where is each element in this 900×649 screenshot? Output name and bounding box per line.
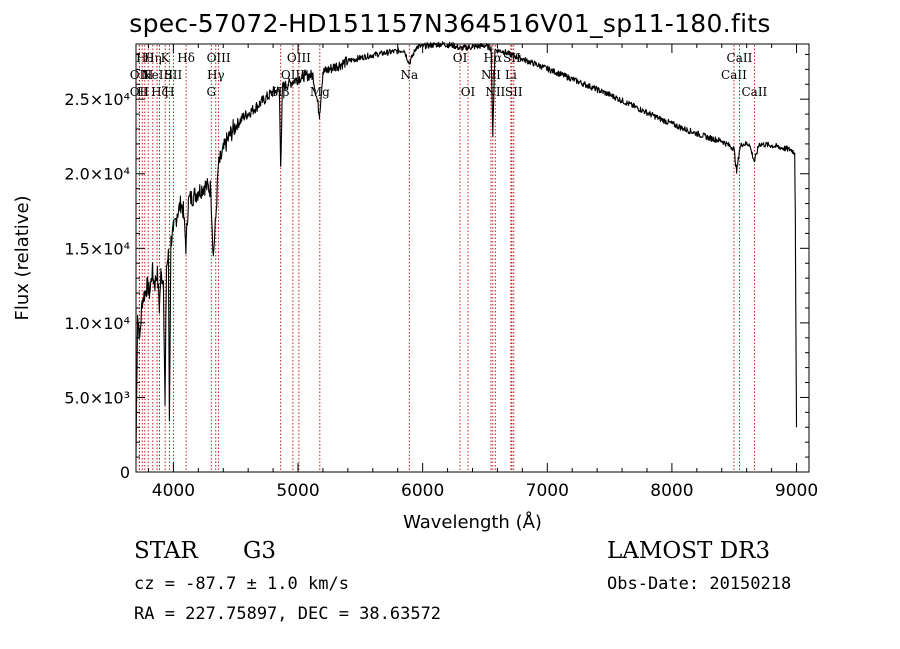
spectral-line-label: OII: [130, 68, 150, 82]
spectral-line-label: Hη: [144, 51, 162, 65]
y-tick-label: 1.0×10⁴: [64, 314, 130, 333]
spectral-line-label: Li: [505, 68, 517, 82]
y-axis-label: Flux (relative): [12, 195, 33, 320]
spectrum-line: [135, 41, 798, 458]
spectral-line-label: SII: [505, 85, 523, 99]
survey-name: LAMOST DR3: [607, 538, 771, 564]
spectral-line-label: OIII: [287, 51, 311, 65]
spectral-line-label: CaII: [727, 51, 753, 65]
spectral-line-label: Hγ: [207, 68, 225, 82]
spectral-line-label: OI: [453, 51, 468, 65]
y-tick-label: 0: [120, 463, 130, 482]
spectral-line-label: Hζ: [151, 85, 168, 99]
x-tick-label: 8000: [650, 481, 693, 501]
y-tick-label: 2.0×10⁴: [64, 165, 130, 184]
object-class: STAR: [134, 538, 198, 564]
spectral-line-label: K: [161, 51, 171, 65]
spectral-line-label: NeIII: [141, 68, 173, 82]
x-tick-label: 7000: [526, 481, 569, 501]
line-id-markers: OIIOIIHHθHHηNeIIIHζKHSIIHδGHγOIIIHβOIIIO…: [130, 45, 768, 472]
y-tick-label: 5.0×10³: [64, 388, 130, 407]
x-tick-label: 6000: [401, 481, 444, 501]
plot-frame: [135, 43, 810, 473]
coordinates: RA = 227.75897, DEC = 38.63572: [134, 604, 442, 624]
observation-date: Obs-Date: 20150218: [607, 574, 792, 594]
spectral-line-label: OII: [130, 85, 150, 99]
spectral-line-label: OIII: [207, 51, 231, 65]
spectral-line-label: G: [206, 85, 216, 99]
x-tick-label: 5000: [276, 481, 319, 501]
spectral-line-label: CaII: [741, 85, 767, 99]
spectral-line-label: H: [164, 85, 174, 99]
spectral-line-label: H: [137, 85, 147, 99]
spectral-line-label: Mg: [310, 85, 330, 99]
spectral-line-label: Hα: [484, 51, 503, 65]
object-subclass: G3: [243, 538, 277, 564]
spectral-line-label: CaII: [721, 68, 747, 82]
y-tick-label: 1.5×10⁴: [64, 239, 130, 258]
spectral-line-label: Hθ: [136, 51, 154, 65]
spectral-line-label: SII: [165, 68, 183, 82]
axis-ticks: 4000 5000 6000 7000 8000 9000 0 5.0×10³ 1.0×10⁴ 1…: [64, 44, 818, 501]
x-tick-label: 4000: [152, 481, 195, 501]
spectral-line-label: Na: [400, 68, 418, 82]
spectral-line-label: H: [143, 68, 153, 82]
spectral-line-label: Hδ: [177, 51, 195, 65]
x-tick-label: 9000: [775, 481, 818, 501]
chart-title: spec-57072-HD151157N364516V01_sp11-180.f…: [129, 9, 771, 38]
spectral-line-label: OI: [461, 85, 476, 99]
y-tick-label: 2.5×10⁴: [64, 90, 130, 109]
spectral-line-label: NII: [485, 85, 505, 99]
x-axis-label: Wavelength (Å): [403, 511, 542, 533]
redshift-velocity: cz = -87.7 ± 1.0 km/s: [134, 574, 349, 594]
